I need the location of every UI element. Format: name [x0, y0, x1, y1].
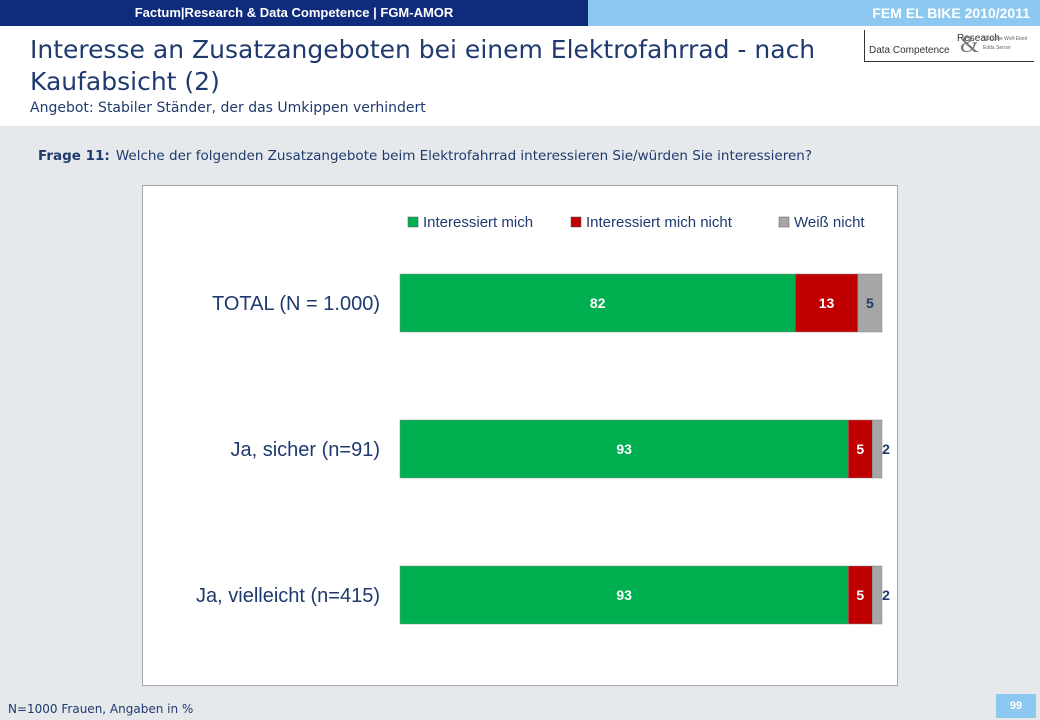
- legend-item-3: Weiß nicht: [778, 214, 865, 231]
- legend-label-3: Weiß nicht: [794, 214, 865, 231]
- bar-1-series-2: [794, 273, 859, 333]
- data-label-1-series-3: 5: [866, 295, 874, 311]
- category-label-2: Ja, sicher (n=91): [230, 439, 380, 461]
- footnote: N=1000 Frauen, Angaben in %: [8, 702, 194, 716]
- data-label-2-series-3: 2: [882, 441, 890, 457]
- data-label-3-series-2: 5: [856, 587, 864, 603]
- bar-3-series-2: [848, 565, 873, 625]
- question-body: Welche der folgenden Zusatzangebote beim…: [115, 148, 813, 164]
- data-label-2-series-2: 5: [856, 441, 864, 457]
- data-label-3-series-3: 2: [882, 587, 890, 603]
- logo-name-2: Edda Sercer: [983, 45, 1011, 51]
- legend-item-1: Interessiert mich: [407, 214, 533, 231]
- bar-3-series-1: [399, 565, 849, 625]
- data-label-2-series-1: 93: [616, 441, 632, 457]
- category-label-1: TOTAL (N = 1.000): [212, 293, 380, 315]
- question-text: Frage 11: Welche der folgenden Zusatzange…: [38, 148, 812, 164]
- bar-1-series-3: [857, 273, 883, 333]
- top-bar-company: Factum|Research & Data Competence | FGM-…: [0, 0, 588, 26]
- legend-label-2: Interessiert mich nicht: [586, 214, 733, 231]
- page-number: 99: [996, 694, 1036, 718]
- data-label-1-series-2: 13: [819, 295, 835, 311]
- slide-header: Interesse an Zusatzangeboten bei einem E…: [0, 26, 1040, 126]
- company-logo: Research Data Competence & Susanne Wolf-…: [864, 30, 1034, 62]
- legend-item-2: Interessiert mich nicht: [570, 214, 733, 231]
- bar-1-series-1: [399, 273, 796, 333]
- stacked-bar-chart: Interessiert mich Interessiert mich nicht…: [196, 214, 890, 625]
- logo-text-research: Research: [957, 33, 1000, 44]
- legend-swatch-3: [778, 216, 790, 228]
- bar-3-series-3: [872, 565, 883, 625]
- logo-name-1: Susanne Wolf-Eberl: [983, 36, 1028, 42]
- legend-swatch-1: [407, 216, 419, 228]
- data-label-1-series-1: 82: [590, 295, 606, 311]
- slide-title: Interesse an Zusatzangeboten bei einem E…: [30, 35, 816, 96]
- bar-2-series-1: [399, 419, 849, 479]
- legend-label-1: Interessiert mich: [423, 214, 533, 231]
- bar-2-series-2: [848, 419, 873, 479]
- data-label-3-series-1: 93: [616, 587, 632, 603]
- logo-ampersand: &: [960, 32, 979, 58]
- top-bar-study: FEM EL BIKE 2010/2011: [588, 0, 1040, 26]
- category-label-3: Ja, vielleicht (n=415): [196, 585, 380, 607]
- legend-swatch-2: [570, 216, 582, 228]
- logo-text-data-competence: Data Competence: [869, 45, 950, 56]
- question-label: Frage 11:: [38, 148, 110, 164]
- slide-subtitle: Angebot: Stabiler Ständer, der das Umkip…: [30, 100, 426, 116]
- chart-frame: Interessiert mich Interessiert mich nicht…: [142, 185, 898, 686]
- top-bar: Factum|Research & Data Competence | FGM-…: [0, 0, 1040, 26]
- bar-2-series-3: [872, 419, 883, 479]
